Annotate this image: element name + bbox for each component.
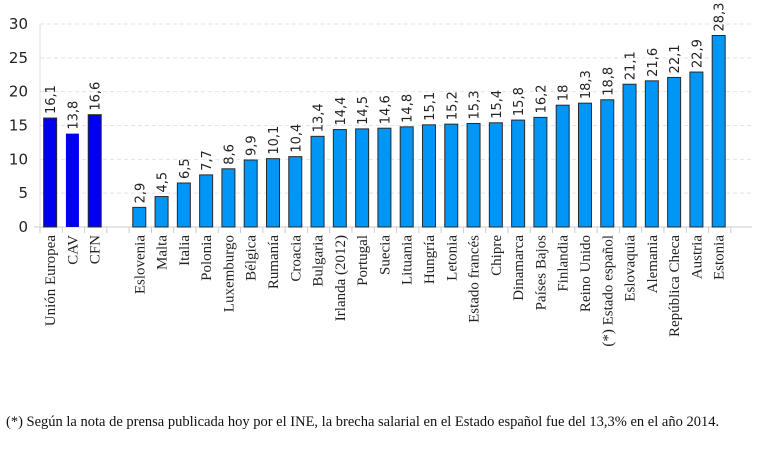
y-tick-label: 0: [18, 218, 28, 236]
bar: [711, 35, 726, 228]
bar: [644, 80, 659, 228]
x-category-label: Chipre: [489, 235, 505, 276]
bar: [132, 206, 147, 228]
x-category-label: Lituania: [400, 235, 416, 285]
data-label: 4,5: [156, 172, 171, 193]
x-category-label: Eslovenia: [132, 235, 148, 294]
data-label: 13,8: [66, 101, 81, 130]
x-category-label: Eslovaquia: [623, 235, 639, 302]
data-label: 18,8: [601, 67, 616, 96]
bar: [154, 196, 169, 228]
x-category-label: CAV: [65, 235, 81, 265]
y-tick-label: 15: [9, 117, 28, 135]
x-category-label: Hungría: [422, 235, 438, 284]
data-label: 14,4: [334, 97, 349, 126]
bar: [377, 127, 392, 228]
x-category-label: Bélgica: [244, 235, 260, 281]
x-category-label: Unión Europea: [43, 235, 59, 327]
x-category-label: Finlandia: [556, 235, 572, 292]
bar: [355, 128, 370, 228]
bar: [555, 104, 570, 228]
data-label: 28,3: [713, 3, 728, 32]
data-label: 16,2: [534, 84, 549, 113]
bar: [444, 123, 459, 228]
data-label: 14,5: [356, 96, 371, 125]
data-label: 10,1: [267, 126, 282, 155]
bar: [577, 102, 592, 228]
data-label: 15,2: [445, 91, 460, 120]
data-label: 14,8: [401, 94, 416, 123]
bar: [87, 114, 102, 228]
x-category-label: Dinamarca: [511, 235, 527, 301]
x-category-label: Malta: [155, 235, 171, 270]
x-category-label: Alemania: [645, 235, 661, 294]
bar: [667, 76, 682, 228]
data-label: 18,3: [579, 70, 594, 99]
x-category-label: Letonia: [444, 235, 460, 281]
data-label: 8,6: [222, 144, 237, 165]
bar: [689, 71, 704, 228]
x-category-label: Países Bajos: [533, 235, 549, 311]
x-category-label: Bulgaria: [311, 235, 327, 287]
data-label: 22,1: [668, 45, 683, 74]
bar: [265, 158, 280, 228]
y-tick-label: 20: [9, 83, 28, 101]
x-category-label: Rumanía: [266, 235, 282, 289]
data-label: 13,4: [312, 103, 327, 132]
bar: [488, 122, 503, 228]
bar: [65, 133, 79, 227]
x-category-label: Croacia: [288, 235, 304, 282]
data-label: 18: [557, 85, 572, 102]
bar: [511, 119, 526, 228]
bar: [288, 156, 303, 228]
footnote: (*) Según la nota de prensa publicada ho…: [6, 414, 720, 430]
data-label: 2,9: [133, 183, 148, 204]
x-category-label: Estonia: [712, 235, 728, 280]
bar: [199, 174, 214, 228]
bar: [421, 124, 436, 228]
data-label: 15,8: [512, 87, 527, 116]
bar: [622, 83, 637, 228]
bar-chart: 0 5 10 15 20 25 30 16,1 Unión Europea 13,8 CAV 16,6…: [9, 3, 752, 347]
x-category-label: (*) Estado español: [600, 235, 616, 347]
x-category-label: Irlanda (2012): [333, 235, 349, 321]
x-category-label: Reino Unido: [578, 235, 594, 312]
y-tick-label: 30: [9, 15, 28, 33]
bar: [176, 182, 191, 228]
data-label: 15,1: [423, 92, 438, 121]
bar: [310, 135, 325, 228]
x-category-label: Portugal: [355, 235, 371, 286]
data-label: 14,6: [378, 95, 393, 124]
x-category-label: Austria: [689, 235, 705, 280]
data-label: 7,7: [200, 150, 215, 171]
x-category-label: CFN: [88, 235, 104, 264]
y-tick-label: 25: [9, 49, 28, 67]
y-tick-label: 5: [18, 184, 28, 202]
bar: [221, 168, 236, 228]
bar: [600, 99, 615, 228]
x-category-label: Polonia: [199, 235, 215, 281]
x-category-label: Suecia: [377, 235, 393, 275]
data-label: 16,6: [89, 82, 104, 111]
x-category-label: Italia: [177, 235, 193, 266]
bar: [533, 116, 548, 228]
x-category-label: República Checa: [667, 235, 683, 337]
data-label: 21,6: [646, 48, 661, 77]
x-category-label: Luxemburgo: [221, 235, 237, 312]
data-label: 15,4: [490, 90, 505, 119]
x-category-label: Estado francés: [467, 235, 483, 323]
data-label: 9,9: [245, 135, 260, 156]
data-label: 22,9: [690, 39, 705, 68]
bar: [243, 159, 258, 228]
data-label: 15,3: [468, 91, 483, 120]
bar: [43, 117, 58, 228]
bar: [466, 122, 481, 228]
data-label: 21,1: [624, 51, 639, 80]
bar: [332, 129, 347, 228]
data-label: 10,4: [289, 124, 304, 153]
data-label: 16,1: [44, 85, 59, 114]
data-label: 6,5: [178, 158, 193, 179]
y-tick-label: 10: [9, 150, 28, 168]
bar: [399, 126, 414, 228]
